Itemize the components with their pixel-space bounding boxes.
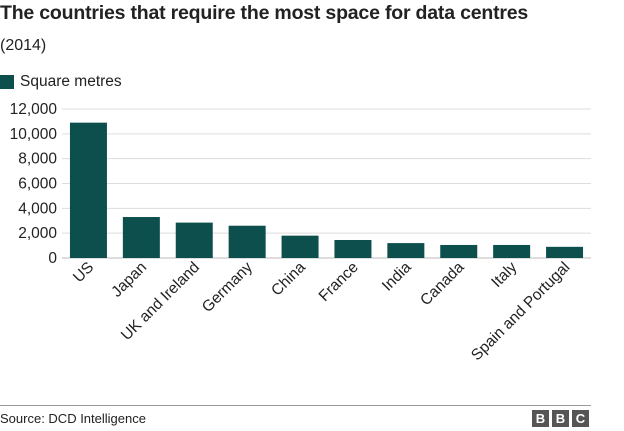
bar (69, 122, 107, 259)
x-tick-label: India (379, 259, 415, 295)
y-tick-label: 0 (48, 250, 57, 267)
x-tick-label: Italy (488, 259, 520, 291)
bar (493, 244, 531, 258)
bar (175, 222, 213, 258)
x-tick-label: Japan (108, 259, 150, 301)
y-tick-label: 10,000 (10, 126, 58, 143)
bbc-logo: B B C (532, 410, 589, 427)
x-tick-label: China (268, 259, 309, 300)
x-tick-label: US (70, 259, 97, 286)
bar (281, 235, 319, 258)
bbc-logo-letter-2: B (552, 410, 569, 427)
bar (387, 243, 425, 258)
y-tick-label: 12,000 (10, 101, 58, 118)
bar (546, 246, 584, 258)
x-tick-label: France (316, 259, 362, 305)
bbc-logo-letter-1: B (532, 410, 549, 427)
bar (334, 239, 372, 258)
bar (440, 244, 478, 258)
legend-label: Square metres (20, 73, 122, 90)
chart-subtitle: (2014) (0, 37, 47, 54)
chart-title: The countries that require the most spac… (0, 2, 529, 24)
x-tick-label: Spain and Portugal (468, 259, 573, 364)
source-note: Source: DCD Intelligence (0, 411, 146, 426)
bbc-logo-letter-3: C (572, 410, 589, 427)
bar (228, 225, 266, 258)
legend: Square metres (0, 73, 122, 91)
bar (122, 217, 160, 258)
footer-divider (0, 405, 591, 406)
y-tick-label: 8,000 (18, 151, 57, 168)
y-tick-label: 2,000 (18, 225, 57, 242)
y-tick-label: 6,000 (18, 176, 57, 193)
x-tick-label: Germany (199, 259, 256, 316)
legend-swatch (0, 75, 14, 89)
bar-chart: 0 2,000 4,000 6,000 8,000 10,000 12,000 US Japan… (10, 101, 591, 364)
x-tick-label: Canada (417, 259, 468, 310)
y-tick-label: 4,000 (18, 200, 57, 217)
